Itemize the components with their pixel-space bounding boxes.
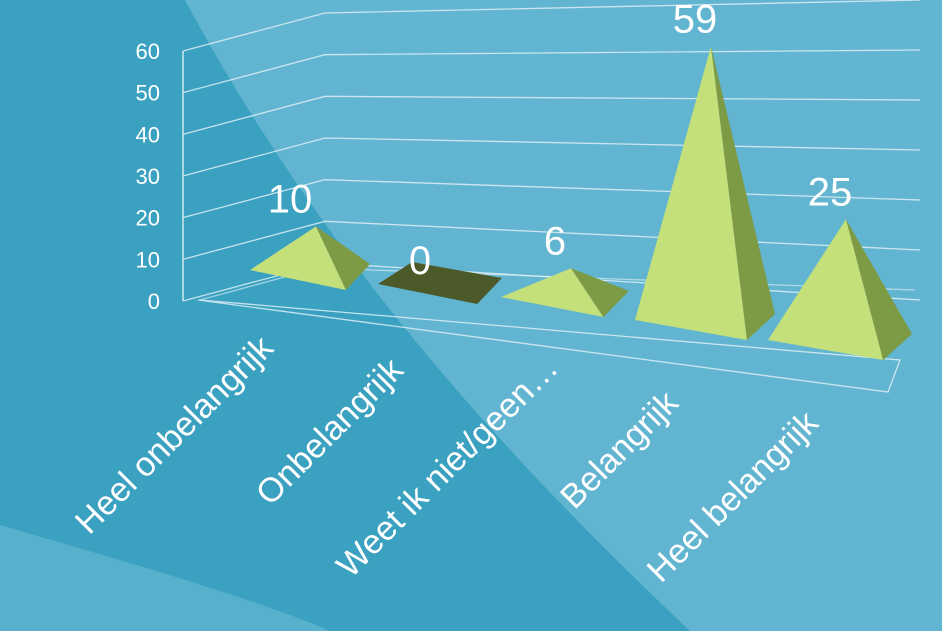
y-tick-label: 0 <box>148 289 160 314</box>
pyramid-bars <box>250 46 912 360</box>
data-labels: 10 0 6 59 25 <box>268 0 853 283</box>
data-label: 59 <box>673 0 718 41</box>
pyramid-bar <box>635 46 775 341</box>
pyramid-bar <box>501 268 629 317</box>
gridline <box>182 0 921 52</box>
y-tick-label: 60 <box>136 39 160 64</box>
pyramid-face-side <box>711 46 775 341</box>
data-label: 0 <box>409 239 431 283</box>
pyramid-face-front <box>635 46 747 341</box>
y-tick-label: 10 <box>136 247 160 272</box>
pyramid-face-side <box>316 226 370 290</box>
pyramid-face-front <box>501 268 604 317</box>
pyramid-face-front <box>250 226 346 290</box>
pyramid-bar <box>378 262 502 304</box>
floor-edge <box>197 299 901 393</box>
pyramid-base <box>378 262 502 304</box>
y-tick-label: 40 <box>136 122 160 147</box>
pyramid-bar <box>768 219 912 360</box>
background-light <box>185 0 942 631</box>
data-label: 25 <box>808 170 853 214</box>
y-tick-label: 20 <box>136 206 160 231</box>
pyramid-face-side <box>571 268 629 317</box>
y-tick-label: 50 <box>136 81 160 106</box>
background-corner <box>0 525 330 631</box>
data-label: 6 <box>544 219 566 263</box>
pyramid-face-side <box>846 219 912 360</box>
y-tick-label: 30 <box>136 164 160 189</box>
pyramid-face-front <box>768 219 884 360</box>
data-label: 10 <box>268 177 313 221</box>
y-axis: 0 10 20 30 40 50 60 <box>136 39 160 314</box>
pyramid-bar <box>250 226 370 290</box>
gridline <box>182 49 921 94</box>
